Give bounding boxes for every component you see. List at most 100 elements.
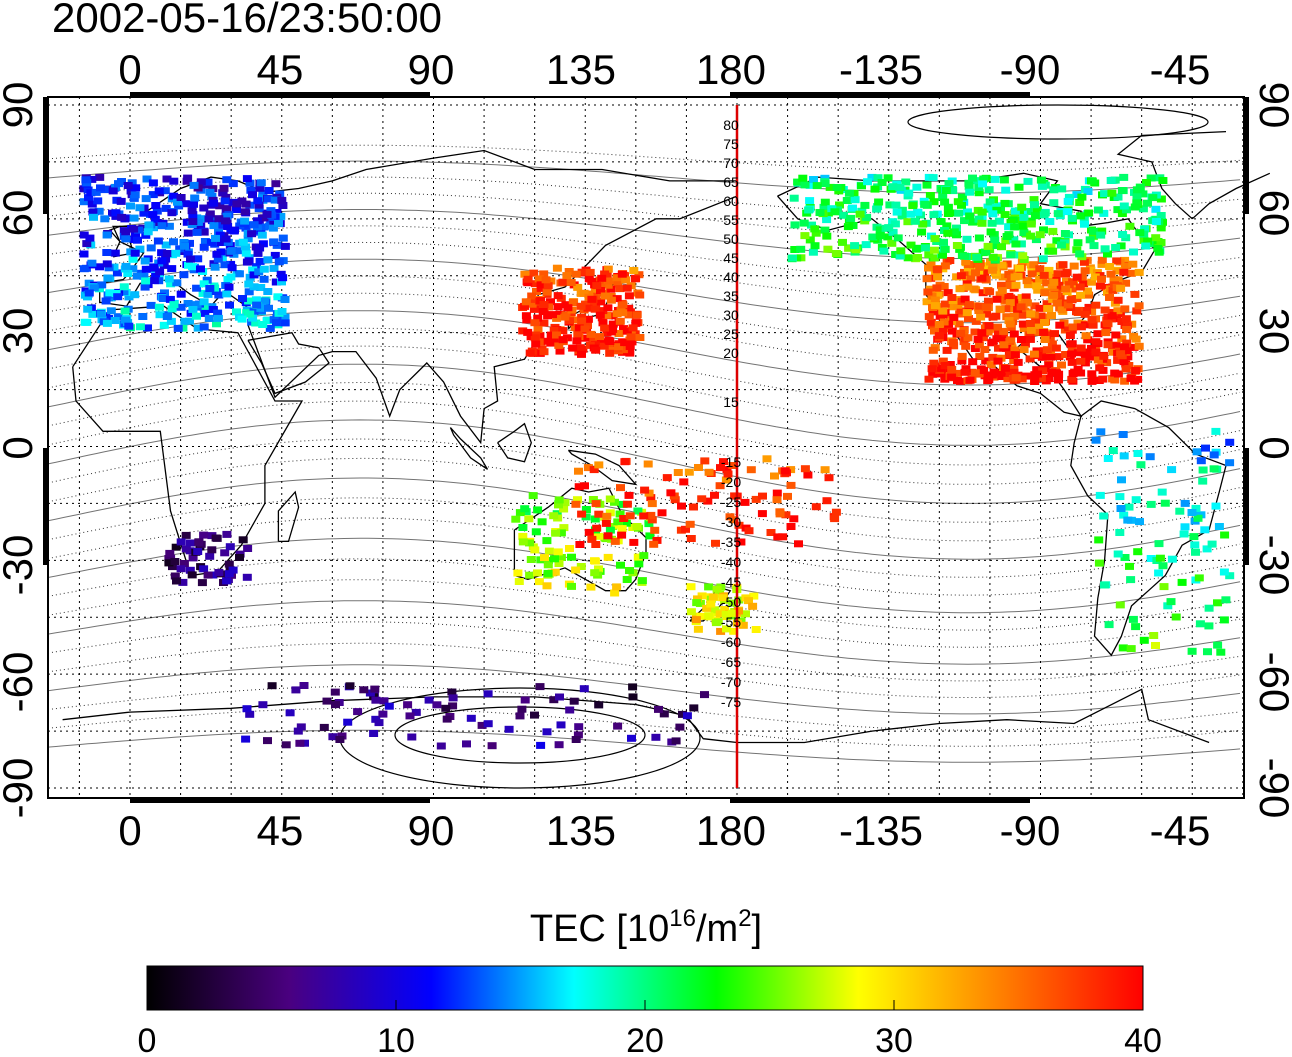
tec-pixel <box>155 268 165 276</box>
tec-pixel <box>106 307 116 315</box>
tec-pixel <box>1120 343 1129 351</box>
tec-pixel <box>675 723 685 731</box>
colorbar-title: TEC [1016/m2] <box>0 905 1292 951</box>
contour-label: 25 <box>723 326 739 342</box>
tec-pixel <box>241 735 251 743</box>
tec-pixel <box>1116 505 1126 512</box>
tec-pixel <box>1076 323 1086 331</box>
tec-pixel <box>610 589 620 597</box>
tec-pixel <box>953 369 962 377</box>
tec-pixel <box>232 200 242 208</box>
tec-pixel <box>1209 465 1219 473</box>
tec-pixel <box>1047 340 1057 348</box>
tec-pixel <box>119 288 129 296</box>
tec-pixel <box>751 495 761 503</box>
tec-pixel <box>188 263 197 271</box>
tec-pixel <box>944 180 954 188</box>
tec-pixel <box>930 235 940 243</box>
tec-pixel <box>207 546 217 554</box>
contour-label: 55 <box>723 212 739 228</box>
tec-pixel <box>167 209 177 217</box>
tec-pixel <box>244 280 254 288</box>
tec-pixel <box>523 328 533 336</box>
tec-pixel <box>202 276 212 284</box>
tec-pixel <box>938 327 948 335</box>
tec-pixel <box>956 307 966 315</box>
tec-pixel <box>1065 332 1075 339</box>
tec-pixel <box>248 266 258 274</box>
tec-pixel <box>251 296 261 304</box>
tec-pixel <box>744 527 754 535</box>
tec-pixel <box>343 718 353 726</box>
tec-pixel <box>214 569 224 576</box>
tec-pixel <box>411 708 421 716</box>
lon-tick-label-top: 180 <box>696 46 766 93</box>
tec-pixel <box>963 208 972 216</box>
contour-label: 75 <box>723 136 739 152</box>
tec-pixel <box>242 258 252 266</box>
lon-tick-label-bottom: 135 <box>546 807 616 854</box>
tec-pixel <box>805 181 815 189</box>
tec-pixel <box>910 217 920 225</box>
tec-pixel <box>1097 256 1107 264</box>
tec-pixel <box>1031 236 1041 244</box>
tec-pixel <box>770 472 779 480</box>
tec-pixel <box>1126 374 1136 382</box>
tec-pixel <box>537 518 547 526</box>
tec-pixel <box>860 201 870 209</box>
tec-pixel <box>280 319 290 327</box>
tec-pixel <box>1163 602 1173 610</box>
tec-pixel <box>188 306 198 313</box>
tec-pixel <box>615 510 625 518</box>
tec-pixel <box>1171 613 1181 621</box>
tec-pixel <box>187 571 197 579</box>
tec-pixel <box>116 197 126 205</box>
tec-pixel <box>533 569 542 577</box>
tec-pixel <box>844 244 854 252</box>
tec-pixel <box>985 198 995 206</box>
tec-pixel <box>1129 343 1139 351</box>
tec-pixel <box>634 271 644 279</box>
tec-pixel <box>1076 344 1086 352</box>
tec-pixel <box>1075 250 1085 258</box>
tec-pixel <box>1026 232 1036 240</box>
lon-tick-label-bottom: 45 <box>257 807 304 854</box>
lat-tick-label-left: -60 <box>0 652 41 713</box>
tec-pixel <box>254 268 264 276</box>
tec-pixel <box>597 274 607 282</box>
tec-pixel <box>79 231 89 239</box>
tec-pixel <box>594 461 604 469</box>
tec-pixel <box>913 244 923 252</box>
tec-pixel <box>1134 268 1144 276</box>
tec-pixel <box>605 495 615 503</box>
tec-pixel <box>203 571 213 579</box>
tec-pixel <box>193 218 203 226</box>
tec-pixel <box>296 723 306 731</box>
tec-pixel <box>181 545 191 553</box>
tec-pixel <box>800 181 810 189</box>
tec-pixel <box>1131 335 1141 343</box>
tec-pixel <box>973 335 983 343</box>
tec-pixel <box>1057 306 1067 314</box>
tec-pixel <box>982 310 991 318</box>
tec-pixel <box>571 566 581 574</box>
tec-pixel <box>1021 293 1031 301</box>
tec-pixel <box>274 258 284 266</box>
tec-pixel <box>167 265 177 273</box>
tec-pixel <box>208 306 218 313</box>
tec-pixel <box>1083 188 1093 195</box>
tec-pixel <box>534 578 544 586</box>
tec-pixel <box>135 204 145 212</box>
tec-pixel <box>718 594 728 602</box>
tec-pixel <box>1032 282 1042 290</box>
tec-pixel <box>594 510 604 518</box>
tec-pixel <box>804 206 814 214</box>
tec-pixel <box>772 489 782 497</box>
tec-pixel <box>148 211 158 219</box>
tec-pixel <box>875 232 885 240</box>
tec-pixel <box>956 329 966 337</box>
tec-pixel <box>1006 336 1016 344</box>
tec-pixel <box>1140 225 1150 233</box>
tec-pixel <box>1045 335 1055 343</box>
tec-pixel <box>242 175 252 183</box>
